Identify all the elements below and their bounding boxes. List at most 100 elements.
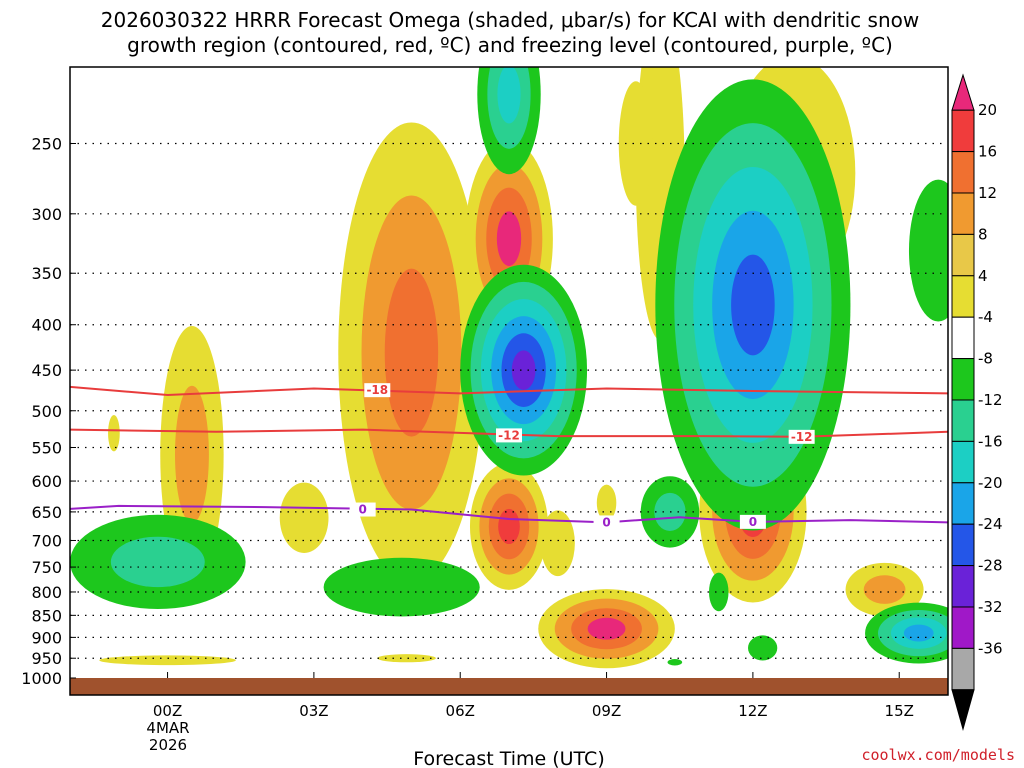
omega-region — [110, 536, 205, 588]
y-tick-label: 600 — [31, 472, 62, 491]
omega-region — [279, 482, 329, 553]
x-tick-label: 12Z — [738, 702, 767, 720]
isotherm-labels: -18 -12 -12 0 0 0 — [349, 383, 815, 530]
isotherm-label: -12 — [498, 428, 520, 442]
isotherm-label-bg — [593, 515, 620, 530]
x-axis-ticks: 00Z 03Z 06Z 09Z 12Z 15Z — [153, 672, 914, 720]
y-tick-label: 400 — [31, 316, 62, 335]
y-tick-label: 850 — [31, 606, 62, 625]
colorbar-label: -36 — [978, 639, 1003, 657]
x-tick-label: 03Z — [299, 702, 328, 720]
y-tick-label: 450 — [31, 361, 62, 380]
plot-frame — [69, 66, 949, 696]
y-tick-label: 900 — [31, 628, 62, 647]
isotherm-label-bg — [349, 502, 376, 517]
y-tick-label: 1000 — [21, 669, 62, 688]
x-tick-label: 00Z — [153, 702, 182, 720]
isotherm-line — [70, 504, 948, 524]
colorbar-bin — [951, 316, 975, 360]
colorbar-label: -28 — [978, 557, 1003, 575]
y-tick-label: 550 — [31, 439, 62, 458]
x-tick-label: 06Z — [446, 702, 475, 720]
y-tick-label: 700 — [31, 531, 62, 550]
isotherm-line — [70, 385, 948, 397]
y-tick-label: 750 — [31, 558, 62, 577]
isotherm-label-bg — [496, 428, 522, 443]
omega-region — [618, 81, 653, 206]
colorbar-bottom-arrow — [951, 689, 975, 731]
colorbar-label: -24 — [978, 515, 1003, 533]
isotherm-label: 0 — [358, 503, 366, 517]
x-date-year: 2026 — [149, 736, 187, 754]
colorbar-label: -12 — [978, 391, 1003, 409]
omega-region — [108, 415, 120, 452]
omega-region — [384, 268, 439, 437]
omega-region — [174, 385, 209, 524]
x-tick-label: 09Z — [592, 702, 621, 720]
omega-region — [731, 254, 775, 356]
colorbar-label: -16 — [978, 432, 1003, 450]
ground-surface — [70, 678, 948, 695]
colorbar-label: -4 — [978, 308, 993, 326]
colorbar-bin — [951, 192, 975, 235]
y-axis-ticks: 250 300 350 400 450 500 550 600 650 700 750 800 850 9… — [21, 135, 76, 688]
omega-region — [498, 508, 520, 545]
omega-region — [654, 492, 686, 532]
colorbar: 20 16 12 8 4 -4 -8 -12 -16 -20 -24 -28 -32 -36 — [951, 73, 1003, 731]
isotherm-label-bg — [364, 383, 391, 398]
colorbar-label: -32 — [978, 598, 1003, 616]
omega-region — [908, 179, 948, 322]
x-date-day: 4MAR — [146, 719, 189, 737]
omega-region — [377, 654, 436, 663]
omega-region — [497, 67, 521, 124]
colorbar-bin — [951, 109, 975, 153]
y-tick-label: 350 — [31, 264, 62, 283]
colorbar-bin — [951, 151, 975, 194]
y-tick-label: 250 — [31, 135, 62, 154]
isotherm-label-bg — [739, 514, 766, 529]
colorbar-bin — [951, 565, 975, 608]
colorbar-bin — [951, 275, 975, 318]
y-tick-label: 800 — [31, 583, 62, 602]
omega-region — [496, 211, 522, 266]
credit-text: coolwx.com/models — [861, 746, 1015, 764]
isotherm-label: 0 — [602, 515, 610, 529]
isotherm-label-bg — [788, 429, 815, 444]
isotherm-label: -18 — [366, 383, 388, 397]
x-axis-label: Forecast Time (UTC) — [413, 748, 604, 768]
colorbar-label: -8 — [978, 350, 993, 368]
omega-region — [903, 624, 934, 642]
omega-region — [99, 655, 236, 666]
omega-region — [748, 635, 778, 661]
colorbar-bin — [951, 647, 975, 691]
y-tick-label: 500 — [31, 402, 62, 421]
colorbar-top-arrow — [951, 73, 975, 111]
isotherm-label: -12 — [791, 430, 813, 444]
colorbar-label: 16 — [978, 143, 997, 161]
y-tick-label: 950 — [31, 649, 62, 668]
omega-region — [323, 557, 480, 617]
colorbar-label: 8 — [978, 225, 988, 243]
colorbar-bin — [951, 482, 975, 525]
isotherm-label: 0 — [749, 515, 757, 529]
omega-region — [587, 617, 626, 640]
colorbar-label: 20 — [978, 101, 997, 119]
y-tick-label: 650 — [31, 503, 62, 522]
colorbar-label: 4 — [978, 267, 988, 285]
omega-region — [708, 572, 729, 612]
y-tick-label: 300 — [31, 205, 62, 224]
omega-region — [511, 350, 536, 390]
chart-title-line2: growth region (contoured, red, ºC) and f… — [127, 33, 893, 57]
colorbar-label: -20 — [978, 474, 1003, 492]
colorbar-label: 12 — [978, 184, 997, 202]
omega-region — [863, 575, 906, 604]
colorbar-bin — [951, 358, 975, 401]
x-tick-label: 15Z — [885, 702, 914, 720]
colorbar-bin — [951, 606, 975, 649]
colorbar-bin — [951, 233, 975, 277]
omega-region — [540, 510, 575, 577]
colorbar-bin — [951, 523, 975, 567]
colorbar-bin — [951, 399, 975, 442]
chart-title-line1: 2026030322 HRRR Forecast Omega (shaded, … — [101, 8, 919, 32]
